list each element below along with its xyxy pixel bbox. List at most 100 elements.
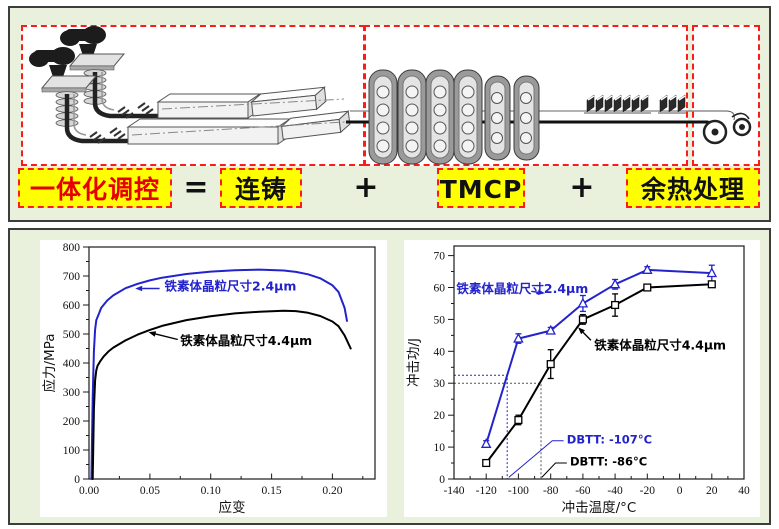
svg-text:-80: -80	[543, 485, 559, 497]
series	[91, 309, 352, 480]
guide-line	[454, 374, 508, 479]
svg-text:0.05: 0.05	[140, 485, 160, 497]
casting-strand	[92, 72, 160, 119]
annotation-arrow	[155, 333, 178, 341]
svg-text:300: 300	[63, 387, 81, 399]
annotation-text: DBTT: -107°C	[567, 432, 652, 446]
svg-text:700: 700	[63, 271, 81, 283]
x-axis-title: 应变	[219, 499, 246, 516]
square-marker	[611, 300, 620, 310]
annotation-arrow	[582, 331, 592, 341]
mill-stand-icon	[425, 69, 455, 165]
mill-stand-icon	[484, 75, 511, 161]
results-panel: 0.00 0.05 0.10 0.15 0.20 0 100 200 300 400 500 600 7…	[8, 228, 771, 525]
annotation-arrow	[531, 290, 539, 293]
axis-ticks	[83, 246, 364, 480]
svg-text:100: 100	[63, 445, 81, 457]
svg-text:40: 40	[738, 485, 750, 497]
svg-text:50: 50	[434, 314, 446, 326]
svg-text:40: 40	[434, 346, 446, 358]
svg-text:0.10: 0.10	[201, 485, 221, 497]
svg-text:10: 10	[434, 442, 446, 454]
casting-strand-guide	[73, 94, 87, 136]
triangle-marker	[513, 332, 524, 343]
annotation-text: 铁素体晶粒尺寸2.4μm	[165, 279, 297, 294]
svg-text:200: 200	[63, 416, 81, 428]
pinch-rolls	[89, 127, 126, 144]
cooling-bank	[584, 94, 651, 114]
square-marker	[707, 280, 716, 289]
equals-sign: =	[183, 170, 209, 205]
stress-strain-chart: 0.00 0.05 0.10 0.15 0.20 0 100 200 300 400 500 600 7…	[40, 240, 387, 517]
slab-lower	[126, 118, 292, 145]
triangle-marker	[706, 267, 718, 278]
square-marker	[514, 415, 523, 425]
annotation-leader	[541, 462, 567, 478]
svg-text:0: 0	[677, 485, 683, 497]
svg-text:0.20: 0.20	[322, 485, 342, 497]
plus-sign: +	[569, 170, 595, 205]
mill-stand-icon	[397, 69, 427, 165]
tick-labels: -140 -120 -100 -80 -60 -40 -20 0 20 40 0 10 20 30 40 50…	[434, 251, 751, 497]
coiler-icon	[686, 110, 752, 145]
svg-text:400: 400	[63, 358, 81, 370]
annotation-text: 铁素体晶粒尺寸2.4μm	[456, 281, 588, 296]
centerline-lower	[131, 120, 361, 136]
integrated-control-label: 一体化调控	[18, 168, 172, 208]
impact-energy-chart-svg: -140 -120 -100 -80 -60 -40 -20 0 20 40 0 10 20 30 40 50…	[406, 245, 751, 516]
cooling-bank	[658, 94, 686, 114]
svg-text:0.00: 0.00	[79, 485, 99, 497]
svg-text:-120: -120	[476, 485, 497, 497]
guide-line	[454, 382, 542, 479]
slab-upper	[156, 93, 262, 119]
casting-strand	[64, 94, 132, 144]
tmcp-label: TMCP	[437, 168, 525, 208]
annotation-text: 铁素体晶粒尺寸4.4μm	[180, 333, 312, 348]
x-axis-title: 冲击温度/°C	[562, 500, 637, 516]
square-marker	[482, 458, 491, 468]
triangle-marker	[577, 297, 589, 308]
axis-ticks	[448, 255, 745, 480]
svg-text:-100: -100	[508, 485, 529, 497]
svg-text:600: 600	[63, 300, 81, 312]
annotation-leader	[508, 440, 564, 478]
pinch-rolls	[117, 102, 154, 119]
casting-strand-guide	[101, 72, 115, 111]
impact-energy-chart: -140 -120 -100 -80 -60 -40 -20 0 20 40 0 10 20 30 40 50…	[404, 240, 760, 517]
svg-text:-40: -40	[607, 485, 623, 497]
reheat-label: 余热处理	[626, 168, 760, 208]
process-route-panel: 一体化调控 = 连铸 + TMCP + 余热处理	[8, 6, 771, 222]
series	[482, 280, 716, 468]
svg-text:30: 30	[434, 378, 446, 390]
svg-text:-140: -140	[443, 485, 464, 497]
svg-text:500: 500	[63, 329, 81, 341]
series	[90, 268, 348, 480]
production-line-illustration	[29, 26, 752, 165]
ladle-turret-icon	[60, 26, 126, 71]
svg-text:0: 0	[439, 474, 445, 486]
mill-stand-icon	[368, 69, 398, 165]
square-marker	[578, 315, 587, 324]
y-axis-title: 冲击功/J	[406, 338, 422, 387]
triangle-marker	[545, 324, 556, 335]
svg-text:60: 60	[434, 283, 446, 295]
reheat-section-box	[692, 25, 760, 166]
tick-labels: 0.00 0.05 0.10 0.15 0.20 0 100 200 300 400 500 600 7…	[63, 242, 343, 497]
equation-row: 一体化调控 = 连铸 + TMCP + 余热处理	[10, 168, 769, 214]
svg-text:0.15: 0.15	[262, 485, 282, 497]
slab-transfer-piece	[280, 110, 351, 140]
casting-label: 连铸	[220, 168, 302, 208]
svg-text:20: 20	[434, 410, 446, 422]
triangle-marker	[609, 278, 621, 289]
plus-sign: +	[353, 170, 379, 205]
stress-strain-chart-svg: 0.00 0.05 0.10 0.15 0.20 0 100 200 300 400 500 600 7…	[41, 242, 376, 516]
triangle-marker	[642, 264, 653, 274]
rolling-mill-stands	[368, 69, 540, 165]
mill-stand-icon	[513, 75, 540, 161]
mill-stand-icon	[453, 69, 483, 165]
square-marker	[546, 360, 555, 369]
centerline-upper	[161, 98, 345, 110]
slab-transfer-piece	[250, 86, 327, 117]
annotation-text: DBTT: -86°C	[570, 455, 647, 469]
